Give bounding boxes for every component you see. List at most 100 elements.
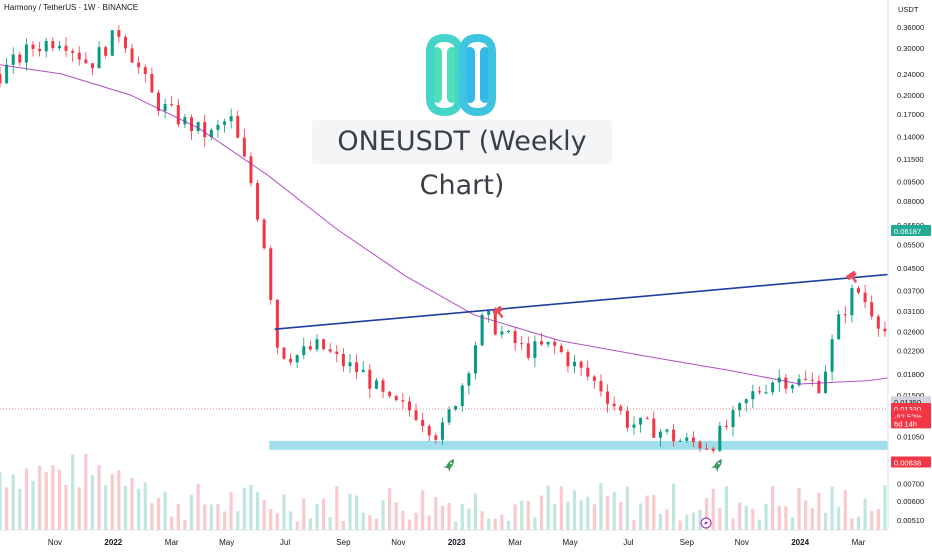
volume-bar <box>678 520 682 530</box>
volume-bar <box>724 486 729 530</box>
volume-bar <box>196 483 200 530</box>
price-axis-tick: 0.01050 <box>897 432 924 441</box>
volume-bar <box>520 500 524 530</box>
volume-bar <box>388 488 392 530</box>
volume-bar <box>685 514 689 530</box>
price-label: -92.52% <box>894 412 922 421</box>
volume-bar <box>500 514 504 530</box>
candle-body <box>209 129 213 138</box>
volume-bar <box>0 472 2 530</box>
volume-bar <box>427 515 431 530</box>
candle-body <box>705 448 709 450</box>
time-axis-tick: Mar <box>165 538 179 547</box>
price-axis-tick: 0.03100 <box>897 307 924 316</box>
volume-bar <box>64 484 68 530</box>
candle-body <box>738 403 742 411</box>
candle-body <box>573 361 577 367</box>
volume-bar <box>553 503 557 530</box>
candle-body <box>388 391 392 397</box>
volume-bar <box>572 490 577 530</box>
volume-bar <box>487 518 491 530</box>
volume-bar <box>222 511 227 530</box>
candle-body <box>229 116 233 122</box>
candle-body <box>467 373 471 386</box>
candle-body <box>190 117 194 132</box>
candle-body <box>830 339 834 372</box>
volume-bar <box>189 494 194 530</box>
candle-body <box>487 310 491 315</box>
candle-body <box>5 64 9 84</box>
volume-bar <box>658 513 662 530</box>
volume-bar <box>308 518 312 530</box>
candle-body <box>236 116 240 138</box>
time-axis-tick: May <box>219 538 234 547</box>
hammer-marker-icon <box>492 306 504 319</box>
candle-body <box>473 345 477 374</box>
candle-body <box>381 380 385 392</box>
volume-bar <box>242 487 246 530</box>
volume-bar <box>506 520 511 530</box>
volume-bar <box>757 519 762 530</box>
candle-body <box>559 345 563 353</box>
candle-body <box>104 47 108 56</box>
candle-body <box>308 346 312 350</box>
candle-body <box>625 410 629 428</box>
candle-body <box>143 67 147 74</box>
volume-bar <box>586 496 590 530</box>
candle-body <box>493 310 497 335</box>
candle-body <box>863 292 867 303</box>
candle-body <box>262 219 266 249</box>
price-axis-tick: 0.17000 <box>897 110 924 119</box>
candle-body <box>97 47 101 69</box>
volume-bars <box>0 453 932 530</box>
volume-bar <box>163 491 167 530</box>
volume-bar <box>632 519 636 530</box>
time-axis-tick: Nov <box>391 538 405 547</box>
candle-body <box>691 437 695 443</box>
hammer-head <box>492 306 503 316</box>
rocket-body <box>445 459 454 470</box>
volume-bar <box>156 497 161 530</box>
price-axis-tick: 0.00510 <box>897 516 924 525</box>
candle-body <box>639 417 643 425</box>
candle-body <box>883 328 887 332</box>
candle-body <box>427 425 431 436</box>
volume-bar <box>321 498 326 530</box>
candle-body <box>368 369 372 389</box>
candle-body <box>156 92 160 111</box>
candle-body <box>203 121 207 138</box>
volume-bar <box>566 502 570 530</box>
candle-body <box>282 347 286 359</box>
candle-body <box>341 354 345 367</box>
volume-bar <box>51 465 55 530</box>
volume-bar <box>176 503 180 530</box>
candle-body <box>302 346 306 356</box>
price-axis-bg <box>888 0 932 550</box>
rocket-fins <box>710 465 719 473</box>
volume-bar <box>335 486 339 530</box>
volume-bar <box>698 509 702 530</box>
volume-bar <box>731 518 735 530</box>
volume-bar <box>31 480 35 530</box>
resistance-trendline <box>274 269 932 330</box>
candle-body <box>566 352 570 367</box>
candle-body <box>546 341 550 345</box>
time-axis-tick: Jul <box>623 538 633 547</box>
volume-bar <box>771 485 775 530</box>
time-axis-tick: 2024 <box>791 538 809 547</box>
candle-body <box>632 424 636 428</box>
support-zone <box>269 440 932 450</box>
candle-body <box>401 400 405 402</box>
volume-bar <box>203 504 207 530</box>
volume-bar <box>143 482 147 530</box>
candle-body <box>757 391 761 393</box>
volume-bar <box>625 486 629 530</box>
candle-body <box>57 45 61 49</box>
volume-bar <box>592 504 596 530</box>
volume-bar <box>790 516 795 530</box>
price-axis-unit: USDT <box>898 5 919 14</box>
volume-bar <box>526 500 530 530</box>
candle-body <box>275 299 279 348</box>
